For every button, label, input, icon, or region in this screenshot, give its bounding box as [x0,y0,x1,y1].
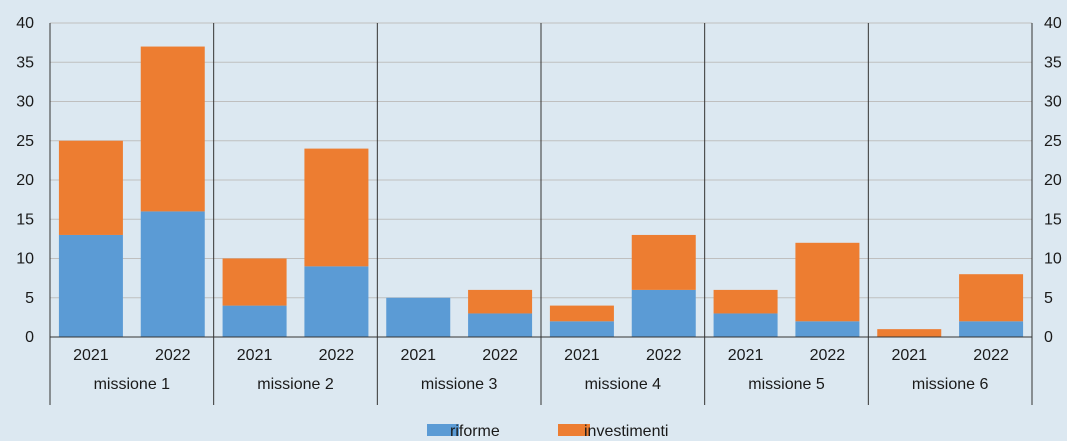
bar-investimenti [631,234,696,290]
bar-riforme [386,297,451,337]
x-tick-label-year: 2021 [728,347,764,364]
bar-investimenti [222,258,287,306]
group-label: missione 3 [421,376,498,393]
y-tick-label-left: 25 [16,133,34,150]
x-tick-label-year: 2022 [155,347,191,364]
group-label: missione 4 [585,376,662,393]
y-tick-label-right: 5 [1044,290,1053,307]
group-label: missione 1 [94,376,171,393]
y-tick-label-right: 0 [1044,329,1053,346]
x-tick-label-year: 2021 [73,347,109,364]
y-tick-label-right: 10 [1044,251,1062,268]
x-tick-label-year: 2021 [400,347,436,364]
legend-label-investimenti: investimenti [584,423,668,440]
y-tick-label-right: 20 [1044,172,1062,189]
group-label: missione 2 [257,376,334,393]
y-tick-label-left: 15 [16,211,34,228]
bar-riforme [304,266,369,337]
bar-investimenti [468,289,533,314]
legend-swatch-riforme [427,424,459,436]
legend-swatch-investimenti [558,424,590,436]
x-tick-label-year: 2021 [564,347,600,364]
x-tick-label-year: 2021 [237,347,273,364]
bar-riforme [959,321,1024,337]
x-tick-label-year: 2021 [891,347,927,364]
bar-investimenti [959,274,1024,322]
bar-investimenti [58,140,123,235]
y-tick-label-left: 5 [25,290,34,307]
bar-riforme [549,321,614,337]
x-tick-label-year: 2022 [482,347,518,364]
group-label: missione 5 [748,376,825,393]
x-tick-label-year: 2022 [810,347,846,364]
legend-label-riforme: riforme [450,423,500,440]
bar-investimenti [549,305,614,322]
bar-riforme [222,305,287,337]
bar-investimenti [713,289,778,314]
x-tick-label-year: 2022 [319,347,355,364]
bar-investimenti [140,46,205,212]
legend: riforme investimenti [427,423,668,440]
y-tick-label-left: 10 [16,251,34,268]
bars [58,46,1024,337]
bar-riforme [58,234,123,337]
bar-investimenti [877,329,942,337]
x-tick-label-year: 2022 [973,347,1009,364]
y-tick-label-left: 40 [16,15,34,32]
axes: 0 0 5 5 10 10 15 15 20 20 25 25 30 30 35 35 40 40 missione… [16,15,1062,405]
y-tick-label-left: 30 [16,94,34,111]
bar-riforme [795,321,860,337]
bar-riforme [468,313,533,337]
y-tick-label-left: 35 [16,54,34,71]
bar-investimenti [304,148,369,267]
bar-riforme [631,289,696,337]
y-tick-label-right: 30 [1044,94,1062,111]
y-tick-label-left: 20 [16,172,34,189]
bar-riforme [140,211,205,337]
y-tick-label-right: 25 [1044,133,1062,150]
bar-riforme [713,313,778,337]
bar-investimenti [795,242,860,322]
y-tick-label-right: 35 [1044,54,1062,71]
y-tick-label-right: 15 [1044,211,1062,228]
x-tick-label-year: 2022 [646,347,682,364]
y-tick-label-left: 0 [25,329,34,346]
group-label: missione 6 [912,376,989,393]
y-tick-label-right: 40 [1044,15,1062,32]
